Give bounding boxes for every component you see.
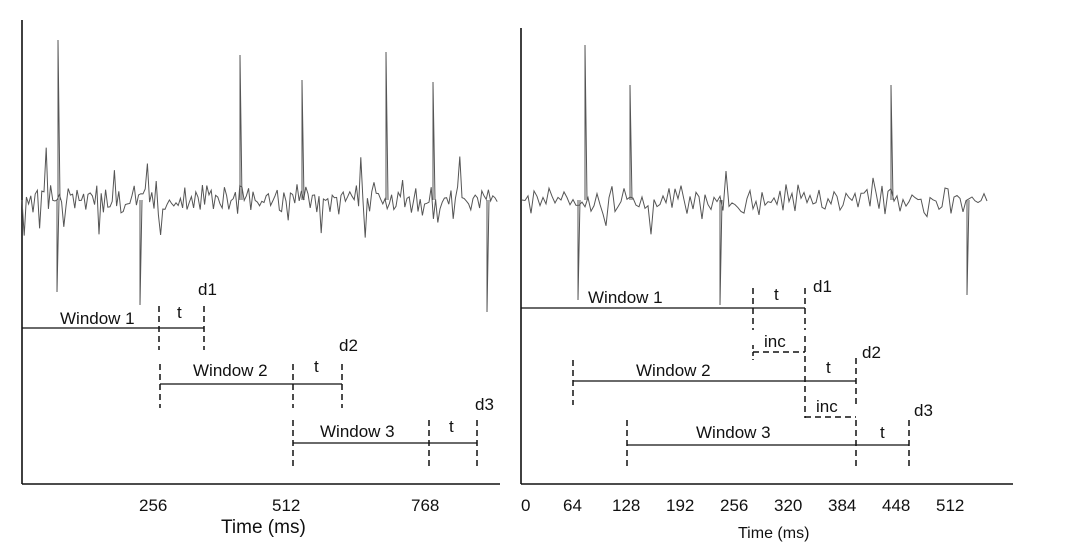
left-window-2-t-label: t	[314, 357, 319, 376]
right-window-1-d-label: d1	[813, 277, 832, 296]
left-window-2-d-label: d2	[339, 336, 358, 355]
left-tick-label: 256	[139, 496, 167, 515]
left-x-axis-label: Time (ms)	[221, 517, 306, 538]
left-window-1-label: Window 1	[60, 309, 135, 328]
right-window-2-d-label: d2	[862, 343, 881, 362]
left-tick-label: 512	[272, 496, 300, 515]
left-window-2-label: Window 2	[193, 361, 268, 380]
right-tick-label: 64	[563, 496, 582, 515]
left-window-3-d-label: d3	[475, 395, 494, 414]
right-tick-label: 448	[882, 496, 910, 515]
right-window-3-d-label: d3	[914, 401, 933, 420]
right-tick-label: 256	[720, 496, 748, 515]
right-window-3-label: Window 3	[696, 423, 771, 442]
left-window-1-t-label: t	[177, 303, 182, 322]
right-tick-label: 0	[521, 496, 530, 515]
right-tick-label: 192	[666, 496, 694, 515]
right-window-1-t-label: t	[774, 285, 779, 304]
right-x-axis-label: Time (ms)	[738, 525, 809, 542]
right-tick-label: 320	[774, 496, 802, 515]
right-signal-trace	[521, 44, 988, 306]
left-window-3-label: Window 3	[320, 422, 395, 441]
right-inc-1-label: inc	[764, 332, 786, 351]
right-window-2-t-label: t	[826, 358, 831, 377]
left-window-1-d-label: d1	[198, 280, 217, 299]
right-inc-2-label: inc	[816, 397, 838, 416]
right-tick-label: 512	[936, 496, 964, 515]
right-tick-label: 384	[828, 496, 856, 515]
right-panel: Window 1 t d1 inc Window 2 t d2 inc Wind…	[520, 28, 1013, 542]
right-tick-label: 128	[612, 496, 640, 515]
right-window-2-label: Window 2	[636, 361, 711, 380]
right-window-3-t-label: t	[880, 423, 885, 442]
right-window-1-label: Window 1	[588, 288, 663, 307]
left-window-3-t-label: t	[449, 417, 454, 436]
left-tick-label: 768	[411, 496, 439, 515]
left-signal-trace	[21, 39, 498, 313]
left-panel: Window 1 t d1 Window 2 t d2 Window 3 t d…	[21, 20, 500, 538]
